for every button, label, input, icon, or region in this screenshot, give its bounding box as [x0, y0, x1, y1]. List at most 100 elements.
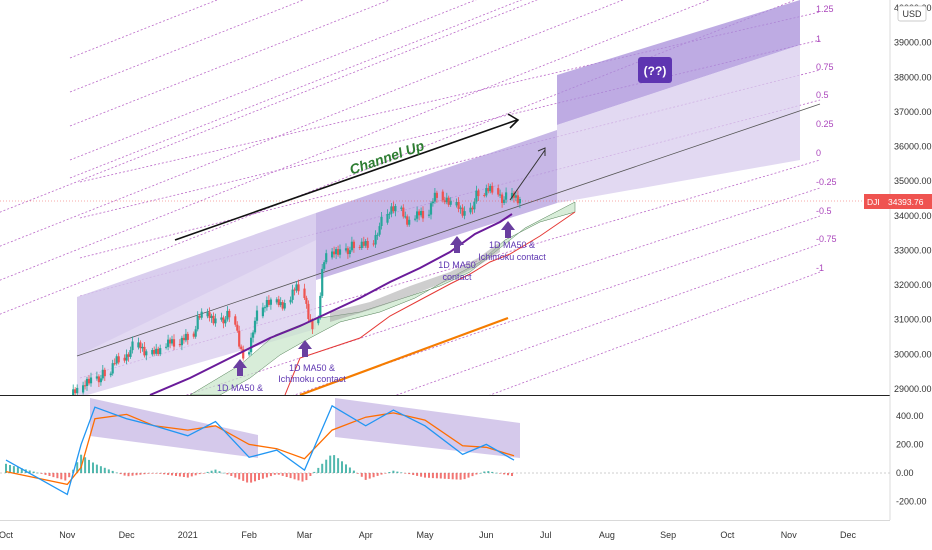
last-price-tag — [864, 194, 932, 209]
y-tick-1: 30000.00 — [894, 349, 932, 359]
time-axis[interactable] — [0, 520, 932, 550]
candle-body — [311, 320, 314, 330]
contact-4-line2: Ichimoku contact — [478, 252, 546, 262]
histogram-bar — [36, 472, 39, 474]
channel-label: Channel Up — [347, 137, 426, 178]
histogram-bar — [92, 462, 94, 473]
histogram-bar — [325, 459, 328, 473]
candle-body — [82, 385, 85, 393]
candle-body — [303, 288, 306, 298]
candle-body — [305, 297, 308, 304]
histogram-bar — [222, 472, 225, 474]
candle-body — [255, 310, 259, 321]
candle-body — [265, 300, 268, 308]
histogram-bar — [360, 473, 363, 477]
candle-body — [394, 206, 397, 212]
fib-label-7: -0.5 — [816, 206, 832, 216]
candle-body — [380, 216, 383, 226]
candle-body — [72, 389, 75, 395]
ichimoku-red-line — [284, 211, 576, 395]
projection-label: (??) — [644, 64, 667, 78]
candle-body — [281, 302, 284, 309]
candle-body — [89, 377, 93, 384]
histogram-bar — [155, 473, 158, 474]
histogram-bar — [404, 473, 407, 474]
x-tick-9: Jul — [540, 530, 552, 540]
channel-zone-top-left — [77, 213, 316, 356]
candle-body — [279, 302, 282, 306]
x-tick-4: Feb — [241, 530, 257, 540]
histogram-bar — [80, 454, 83, 473]
histogram-bar — [214, 469, 217, 473]
histogram-bar — [463, 473, 466, 480]
candle-body — [338, 249, 342, 255]
candle-body — [169, 339, 172, 344]
histogram-bar — [159, 473, 162, 474]
y-tick-3: 32000.00 — [894, 280, 932, 290]
histogram-bar — [289, 473, 292, 479]
y-tick-2: 31000.00 — [894, 315, 932, 325]
candle-body — [386, 214, 389, 223]
histogram-bar — [84, 457, 87, 473]
histogram-bar — [345, 464, 347, 473]
x-tick-14: Dec — [840, 530, 857, 540]
candle-body — [427, 214, 431, 216]
histogram-bar — [190, 473, 193, 477]
candle-body — [449, 200, 452, 205]
candle-body — [402, 207, 405, 217]
histogram-bar — [147, 473, 150, 474]
x-tick-5: Mar — [297, 530, 313, 540]
macd-tick-2: 0.00 — [896, 468, 914, 478]
candle-body — [483, 195, 486, 196]
histogram-bar — [388, 472, 391, 473]
x-tick-12: Oct — [720, 530, 735, 540]
candle-body — [224, 319, 227, 324]
candle-body — [186, 333, 189, 340]
y-tick-10: 39000.00 — [894, 38, 932, 48]
candle-body — [374, 235, 377, 245]
candle-body — [172, 339, 176, 347]
projection-arrow — [509, 149, 546, 201]
histogram-bar — [364, 473, 367, 480]
fib-label-6: -0.25 — [816, 177, 837, 187]
histogram-bar — [273, 473, 276, 475]
candle-body — [101, 369, 104, 379]
histogram-bar — [234, 473, 237, 478]
candle-body — [469, 207, 472, 213]
fib-label-4: 0.25 — [816, 119, 834, 129]
histogram-bar — [218, 471, 221, 473]
histogram-bar — [143, 473, 146, 475]
candle-body — [220, 317, 223, 320]
histogram-bar — [443, 473, 446, 479]
price-axis[interactable] — [890, 0, 932, 520]
fib-label-9: -1 — [816, 263, 824, 273]
histogram-bar — [40, 473, 43, 474]
candle-body — [214, 318, 217, 324]
histogram-bar — [254, 473, 256, 482]
candle-body — [167, 339, 170, 347]
candle-body — [429, 203, 433, 215]
candle-body — [76, 387, 79, 394]
candle-body — [275, 299, 278, 303]
histogram-bar — [297, 473, 300, 481]
candle-body — [68, 398, 70, 403]
histogram-bar — [76, 462, 79, 473]
candle-body — [242, 349, 245, 359]
candle-body — [117, 356, 120, 363]
candle-body — [390, 206, 393, 214]
candle-body — [141, 346, 144, 349]
candle-body — [84, 385, 87, 387]
candle-body — [435, 192, 438, 198]
histogram-bar — [392, 470, 395, 473]
ichimoku-cloud-grey — [330, 242, 500, 322]
y-tick-7: 36000.00 — [894, 142, 932, 152]
candle-body — [267, 300, 270, 305]
last-price-value: 34393.76 — [888, 197, 924, 207]
currency-label: USD — [902, 9, 922, 19]
histogram-bar — [475, 473, 478, 475]
currency-badge[interactable] — [897, 5, 927, 22]
macd-signal-line — [5, 412, 515, 486]
histogram-bar — [194, 473, 197, 476]
contact-4-line1: 1D MA50 & — [489, 240, 535, 250]
